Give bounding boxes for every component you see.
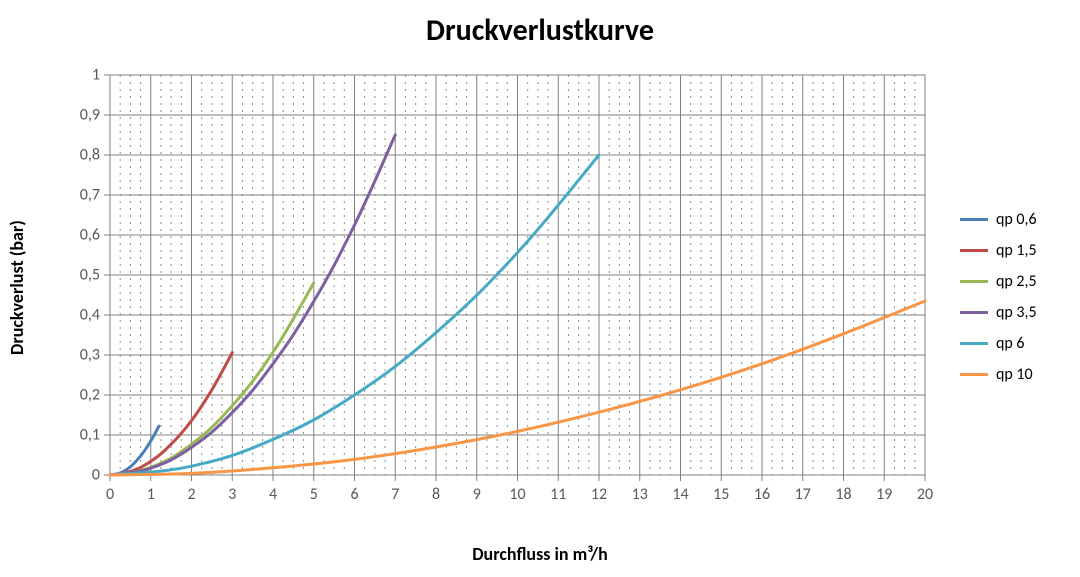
y-tick-label: 0,5 [70, 266, 100, 285]
x-tick-label: 19 [876, 485, 892, 504]
legend-item-qp15: qp 1,5 [960, 241, 1037, 260]
x-axis-label: Durchfluss in m³/h [0, 543, 1080, 565]
legend: qp 0,6 qp 1,5 qp 2,5 qp 3,5 qp 6 qp 10 [960, 210, 1037, 396]
legend-label: qp 3,5 [996, 303, 1037, 322]
x-tick-label: 13 [632, 485, 648, 504]
x-tick-label: 7 [391, 485, 399, 504]
legend-label: qp 2,5 [996, 272, 1037, 291]
y-tick-label: 0 [70, 466, 100, 485]
plot-area [110, 75, 925, 475]
x-tick-label: 2 [187, 485, 195, 504]
x-tick-label: 5 [310, 485, 318, 504]
y-tick-label: 0,7 [70, 186, 100, 205]
x-tick-label: 9 [473, 485, 481, 504]
y-tick-label: 0,4 [70, 306, 100, 325]
x-tick-label: 6 [350, 485, 358, 504]
legend-item-qp35: qp 3,5 [960, 303, 1037, 322]
pressure-loss-chart: Druckverlustkurve Druckverlust (bar) 012… [0, 0, 1080, 577]
x-tick-label: 15 [713, 485, 729, 504]
y-tick-label: 0,1 [70, 426, 100, 445]
y-tick-label: 0,9 [70, 106, 100, 125]
x-tick-label: 16 [754, 485, 770, 504]
x-tick-label: 14 [672, 485, 688, 504]
legend-label: qp 0,6 [996, 210, 1037, 229]
legend-swatch [960, 342, 988, 345]
x-tick-label: 8 [432, 485, 440, 504]
x-tick-label: 1 [147, 485, 155, 504]
legend-label: qp 1,5 [996, 241, 1037, 260]
x-tick-label: 12 [591, 485, 607, 504]
chart-title: Druckverlustkurve [0, 12, 1080, 49]
x-tick-label: 18 [835, 485, 851, 504]
y-tick-label: 0,2 [70, 386, 100, 405]
y-tick-label: 0,3 [70, 346, 100, 365]
y-tick-label: 0,6 [70, 226, 100, 245]
legend-label: qp 6 [996, 334, 1025, 353]
legend-swatch [960, 280, 988, 283]
x-tick-label: 4 [269, 485, 277, 504]
legend-swatch [960, 373, 988, 376]
x-tick-label: 20 [917, 485, 933, 504]
legend-item-qp6: qp 6 [960, 334, 1037, 353]
legend-swatch [960, 249, 988, 252]
series-qp35 [110, 135, 395, 475]
legend-swatch [960, 218, 988, 221]
x-tick-label: 10 [509, 485, 525, 504]
x-tick-label: 11 [550, 485, 566, 504]
legend-item-qp06: qp 0,6 [960, 210, 1037, 229]
y-tick-label: 0,8 [70, 146, 100, 165]
x-tick-label: 3 [228, 485, 236, 504]
x-tick-label: 17 [795, 485, 811, 504]
plot-svg [110, 75, 925, 475]
legend-item-qp25: qp 2,5 [960, 272, 1037, 291]
x-tick-label: 0 [106, 485, 114, 504]
y-tick-label: 1 [70, 66, 100, 85]
y-axis-label: Druckverlust (bar) [6, 220, 28, 355]
legend-item-qp10: qp 10 [960, 365, 1037, 384]
legend-swatch [960, 311, 988, 314]
legend-label: qp 10 [996, 365, 1033, 384]
